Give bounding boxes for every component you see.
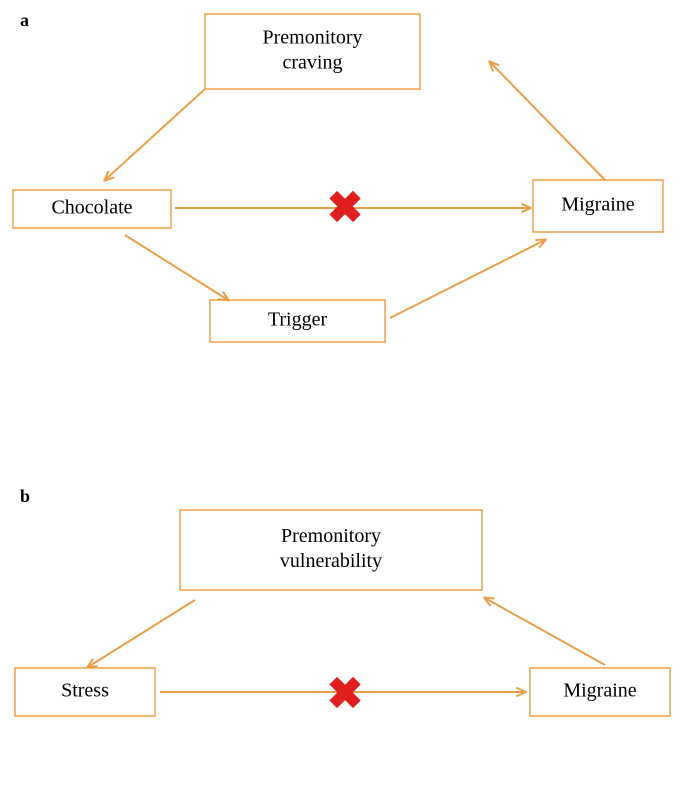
- panel-a-node-chocolate-label: Chocolate: [51, 197, 132, 219]
- panel-b-node-stress-label: Stress: [61, 680, 109, 702]
- panel-a-arrow-0: [105, 89, 205, 180]
- panel-a-arrow-4-cross-mark: ✖: [327, 184, 364, 233]
- panel-a-node-premonitory-craving-label: craving: [283, 52, 343, 74]
- panel-b-node-premonitory-vulnerability: Premonitory vulnerability: [180, 510, 482, 590]
- panel-b-arrow-1: [485, 598, 605, 665]
- panel-a-label: a: [20, 10, 29, 30]
- panel-a-node-migraine: Migraine: [533, 180, 663, 232]
- panel-a-node-chocolate: Chocolate: [13, 190, 171, 228]
- panel-b-node-premonitory-vulnerability-label: Premonitory: [281, 525, 381, 547]
- panel-a-arrow-3: [490, 62, 605, 180]
- panel-b-arrow-2-cross-mark: ✖: [327, 670, 364, 719]
- panel-b-node-migraine-label: Migraine: [563, 680, 636, 702]
- panel-a-arrow-2: [390, 240, 545, 318]
- panel-b-node-premonitory-vulnerability-label: vulnerability: [280, 550, 382, 572]
- panel-a-node-trigger-label: Trigger: [268, 309, 328, 331]
- panel-b-node-stress: Stress: [15, 668, 155, 716]
- panel-b-arrow-0: [88, 600, 195, 667]
- panel-a-node-migraine-label: Migraine: [561, 194, 634, 216]
- panel-b-node-migraine: Migraine: [530, 668, 670, 716]
- panel-b-label: b: [20, 486, 30, 506]
- panel-a-arrow-1: [125, 235, 228, 300]
- panel-a-node-trigger: Trigger: [210, 300, 385, 342]
- panel-a-node-premonitory-craving-label: Premonitory: [263, 27, 363, 49]
- panel-a-node-premonitory-craving: Premonitory craving: [205, 14, 420, 89]
